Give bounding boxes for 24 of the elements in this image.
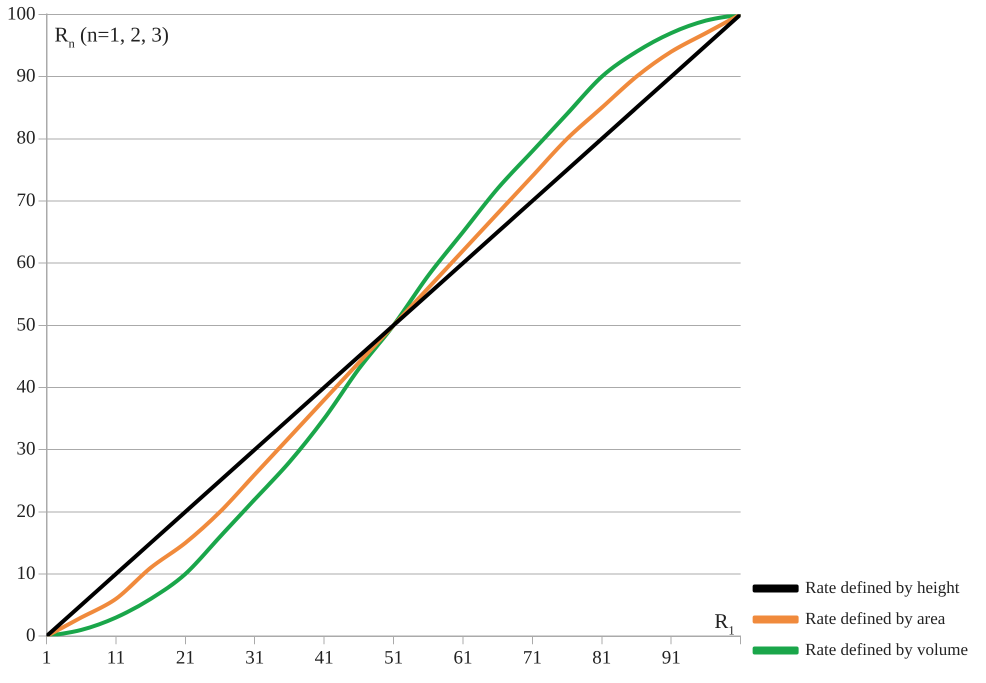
y-tick-label: 80 xyxy=(16,128,36,149)
y-tick-label: 0 xyxy=(26,625,36,646)
x-tick-label: 11 xyxy=(106,648,126,669)
x-tick-label: 41 xyxy=(314,648,334,669)
y-tick-label: 70 xyxy=(16,190,36,211)
y-tick-label: 60 xyxy=(16,252,36,274)
x-tick-label: 1 xyxy=(42,648,52,669)
x-tick-label: 71 xyxy=(522,648,542,669)
y-tick-label: 40 xyxy=(16,376,36,398)
y-tick-label: 10 xyxy=(16,563,36,584)
y-tick-label: 100 xyxy=(7,3,36,24)
x-tick-label: 61 xyxy=(453,648,472,669)
legend-label: Rate defined by height xyxy=(805,578,960,597)
y-tick-label: 50 xyxy=(16,314,36,336)
x-tick-label: 91 xyxy=(662,648,681,669)
x-tick-label: 31 xyxy=(245,648,264,669)
x-tick-label: 81 xyxy=(592,648,612,669)
x-tick-label: 51 xyxy=(384,648,404,669)
y-tick-label: 90 xyxy=(16,66,36,87)
legend-label: Rate defined by volume xyxy=(805,640,968,659)
y-tick-label: 30 xyxy=(16,438,36,460)
y-tick-label: 20 xyxy=(16,500,36,522)
legend-label: Rate defined by area xyxy=(805,608,946,628)
x-tick-label: 21 xyxy=(176,648,195,669)
